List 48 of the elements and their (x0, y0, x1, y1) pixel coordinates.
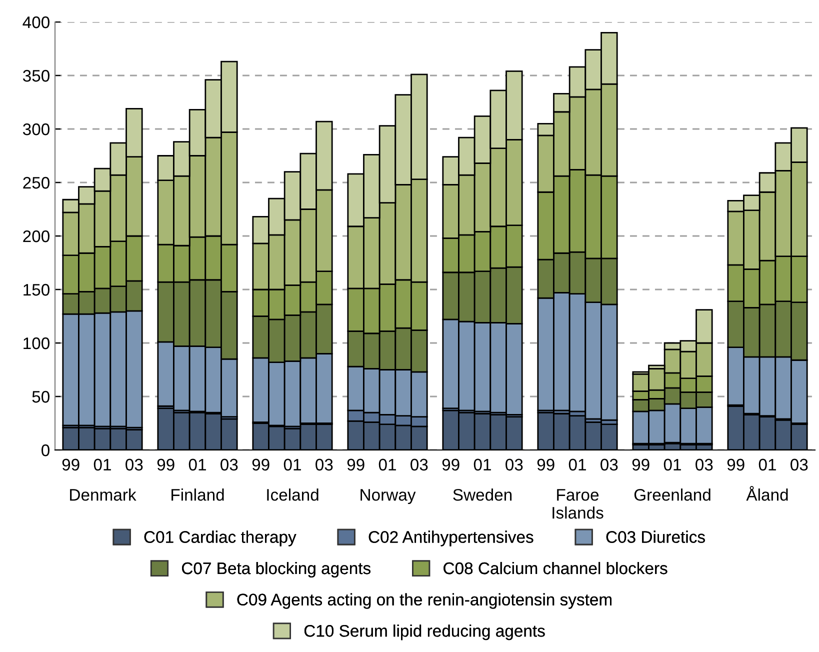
y-tick-label: 50 (32, 390, 50, 403)
y-tick-label: 250 (23, 176, 50, 189)
x-tick-label: 03 (220, 458, 238, 471)
text: Faroe Islands (552, 489, 604, 519)
legend-label: C08 Calcium channel blockers (444, 562, 668, 574)
legend-label: C03 Diuretics (606, 530, 705, 543)
legend-label: C07 Beta blocking agents (182, 562, 370, 578)
x-tick-label: 03 (410, 458, 428, 471)
y-tick-label: 400 (22, 16, 50, 28)
x-tick-label: 03 (126, 458, 143, 471)
x-tick-label: 01 (758, 458, 776, 471)
y-tick-label: 350 (22, 70, 50, 82)
x-tick-label: 01 (378, 458, 396, 471)
x-tick-label: 99 (347, 458, 364, 471)
text: Norway (360, 489, 416, 504)
text: Åland (746, 486, 788, 501)
x-tick-label: 03 (696, 458, 713, 471)
x-tick-label: 99 (727, 458, 744, 471)
x-tick-label: 03 (600, 458, 618, 471)
text: Sweden (453, 488, 512, 501)
x-tick-label: 01 (284, 458, 301, 471)
text: Finland (172, 488, 224, 501)
legend-label: C02 Antihypertensives (368, 530, 534, 546)
x-tick-label: 03 (506, 458, 523, 471)
legend-label: C10 Serum lipid reducing agents (304, 624, 545, 640)
x-tick-label: 01 (474, 458, 491, 471)
x-tick-label: 01 (188, 458, 206, 471)
x-tick-label: 99 (632, 458, 650, 471)
y-tick-label: 150 (24, 284, 50, 296)
legend-label: C01 Cardiac therapy (144, 530, 296, 546)
x-tick-label: 03 (316, 458, 333, 471)
x-tick-label: 01 (94, 458, 111, 471)
y-tick-label: 200 (23, 230, 50, 242)
x-tick-label: 99 (442, 458, 460, 471)
legend-label: C09 Agents acting on the renin-angiotensin system (237, 593, 612, 609)
y-tick-label: 300 (22, 123, 50, 136)
x-tick-label: 99 (157, 458, 174, 471)
x-tick-label: 99 (252, 458, 270, 471)
x-tick-label: 01 (664, 458, 681, 471)
y-tick-label: 0 (42, 444, 50, 456)
x-tick-label: 99 (62, 458, 80, 471)
x-tick-label: 99 (537, 458, 554, 471)
y-tick-label: 100 (24, 337, 50, 350)
text: Greenland (634, 488, 710, 501)
x-tick-label: 01 (568, 458, 586, 471)
text: Denmark (70, 488, 136, 501)
text: Iceland (267, 488, 318, 501)
x-tick-label: 03 (790, 458, 808, 471)
